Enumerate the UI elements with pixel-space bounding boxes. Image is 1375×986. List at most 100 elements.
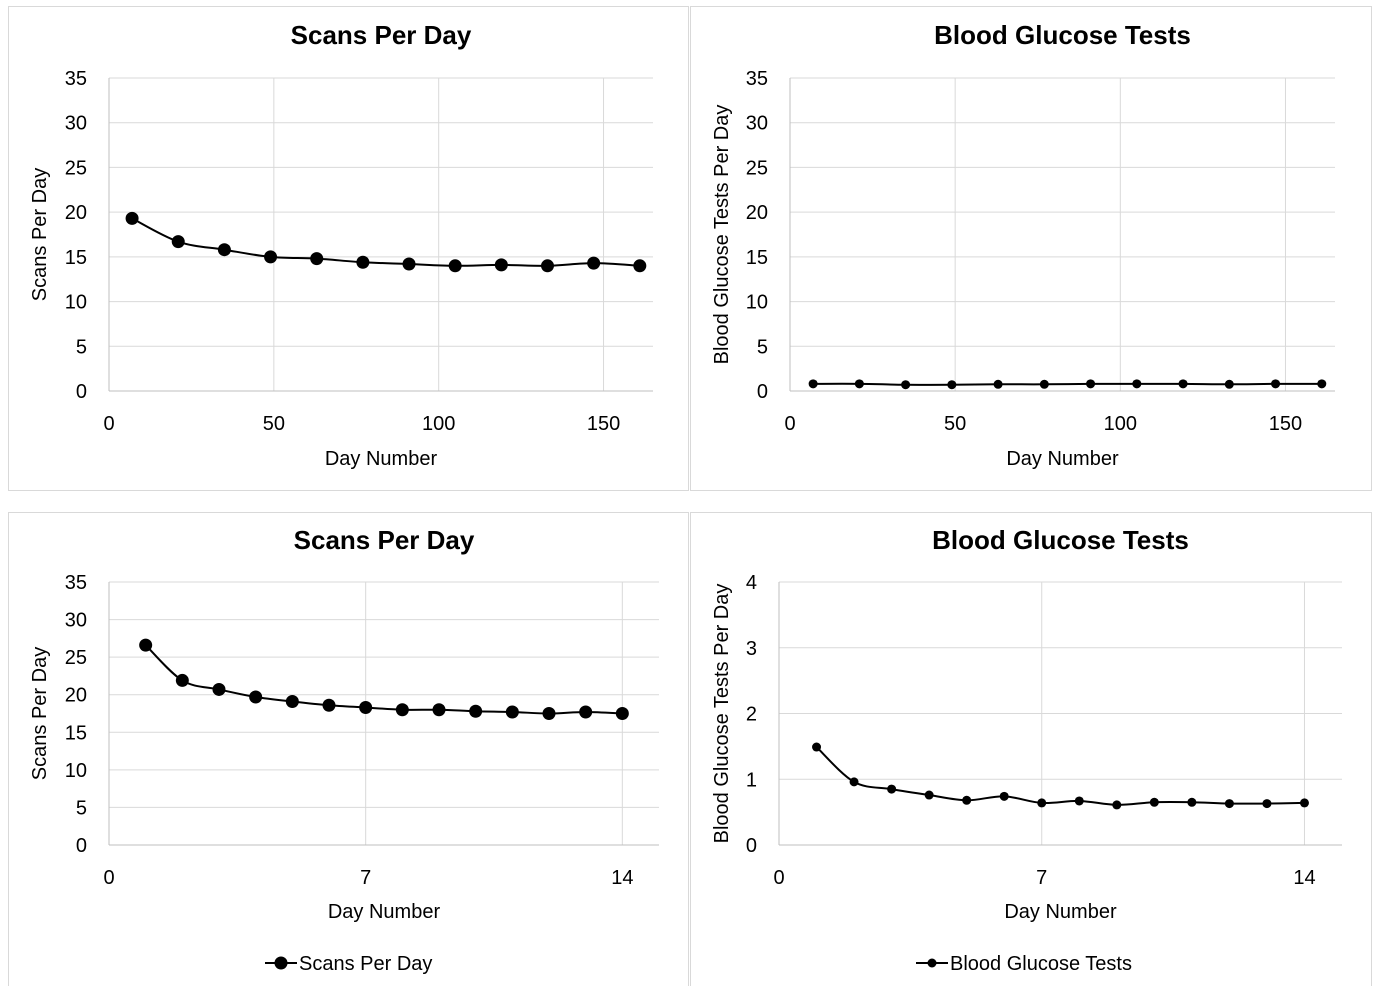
y-tick-label: 0 (746, 835, 757, 857)
data-point (993, 379, 1003, 389)
x-tick-label: 0 (103, 413, 114, 435)
y-tick-label: 1 (746, 769, 757, 791)
y-tick-label: 30 (65, 610, 87, 632)
data-point (125, 211, 139, 225)
y-tick-label: 0 (76, 835, 87, 857)
data-point (1149, 797, 1159, 807)
data-point (1112, 800, 1122, 810)
data-point (1086, 379, 1096, 389)
data-point (322, 698, 336, 712)
chart-title: Scans Per Day (294, 525, 475, 555)
data-point (469, 704, 483, 718)
data-point (540, 259, 554, 273)
data-point (285, 694, 299, 708)
data-point (579, 705, 593, 719)
x-tick-label: 50 (944, 413, 966, 435)
y-axis-label: Blood Glucose Tests Per Day (711, 584, 733, 844)
y-tick-label: 15 (65, 722, 87, 744)
data-point (1224, 799, 1234, 809)
data-point (448, 259, 462, 273)
legend-label: Blood Glucose Tests (950, 953, 1132, 975)
data-point (1299, 798, 1309, 808)
data-point (175, 673, 189, 687)
y-tick-label: 15 (746, 247, 768, 269)
x-tick-label: 150 (587, 413, 620, 435)
data-point (849, 777, 859, 787)
data-point (812, 742, 822, 752)
data-point (1039, 379, 1049, 389)
data-point (1224, 379, 1234, 389)
data-point (359, 700, 373, 714)
data-point (947, 380, 957, 390)
data-point (887, 784, 897, 794)
data-point (962, 795, 972, 805)
y-tick-label: 15 (65, 247, 87, 269)
chart-panel-4: 0 1 2 3 4 0 7 14 Blood Glucose Tests Day Number Bl… (690, 512, 1372, 986)
y-tick-label: 0 (76, 381, 87, 403)
data-point (432, 703, 446, 717)
data-point (1271, 379, 1281, 389)
chart-frame (8, 6, 689, 491)
chart-frame (8, 512, 689, 986)
chart-panel-3: 0 5 10 15 20 25 30 35 0 7 14 Scans Per Day Day Numbe… (8, 512, 689, 986)
y-tick-label: 2 (746, 704, 757, 726)
x-axis-label: Day Number (1004, 901, 1117, 923)
data-point (1187, 797, 1197, 807)
data-point (808, 379, 818, 389)
y-tick-label: 25 (746, 157, 768, 179)
data-point (1317, 379, 1327, 389)
y-tick-label: 35 (65, 68, 87, 90)
y-tick-label: 10 (65, 292, 87, 314)
chart-title: Blood Glucose Tests (934, 20, 1191, 50)
data-point (402, 257, 416, 271)
data-point (356, 255, 370, 269)
y-tick-label: 4 (746, 572, 757, 594)
x-tick-label: 0 (784, 413, 795, 435)
data-point (615, 707, 629, 720)
data-point (854, 379, 864, 389)
data-point (249, 690, 263, 704)
y-axis-label: Scans Per Day (29, 168, 51, 301)
data-point (924, 790, 934, 800)
y-tick-label: 35 (65, 572, 87, 594)
data-point (171, 235, 185, 249)
y-tick-label: 30 (65, 113, 87, 135)
data-point (494, 258, 508, 272)
y-tick-label: 5 (76, 336, 87, 358)
chart-title: Scans Per Day (291, 20, 472, 50)
series-line (813, 382, 1322, 386)
x-tick-label: 7 (360, 867, 371, 889)
y-tick-label: 20 (65, 202, 87, 224)
legend-marker (274, 956, 288, 970)
x-tick-label: 50 (263, 413, 285, 435)
data-point (1037, 798, 1047, 808)
chart-panel-1: 0 5 10 15 20 25 30 35 0 50 100 150 Scans Per Day Day … (8, 6, 689, 491)
y-axis-label: Scans Per Day (29, 647, 51, 780)
data-point (505, 705, 519, 719)
y-tick-label: 5 (757, 336, 768, 358)
x-tick-label: 7 (1036, 867, 1047, 889)
y-tick-label: 30 (746, 113, 768, 135)
chart-frame (690, 512, 1372, 986)
y-axis-label: Blood Glucose Tests Per Day (711, 105, 733, 365)
x-axis-label: Day Number (325, 448, 438, 470)
data-point (1262, 799, 1272, 809)
x-tick-label: 14 (1293, 867, 1315, 889)
data-point (1074, 796, 1084, 806)
legend-marker (927, 958, 937, 968)
data-point (310, 252, 324, 266)
chart-frame (690, 6, 1372, 491)
y-tick-label: 20 (65, 685, 87, 707)
y-tick-label: 5 (76, 797, 87, 819)
y-tick-label: 35 (746, 68, 768, 90)
data-point (395, 703, 409, 717)
y-tick-label: 20 (746, 202, 768, 224)
x-tick-label: 100 (422, 413, 455, 435)
x-tick-label: 100 (1104, 413, 1137, 435)
data-point (264, 250, 278, 264)
data-point (901, 380, 911, 390)
legend-label: Scans Per Day (299, 953, 432, 975)
data-point (1178, 379, 1188, 389)
x-tick-label: 14 (611, 867, 633, 889)
